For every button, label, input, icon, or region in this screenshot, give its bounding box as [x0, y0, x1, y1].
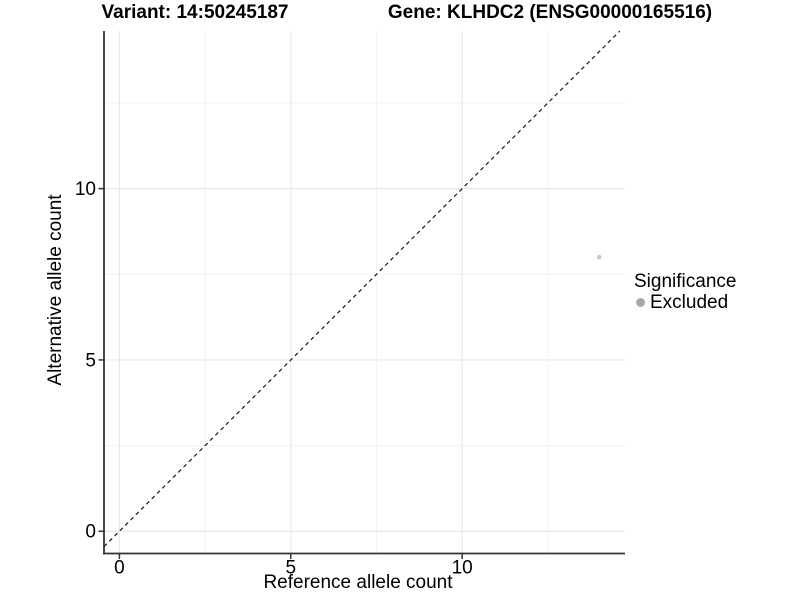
- legend-key-point-icon: [636, 298, 645, 307]
- x-axis-title: Reference allele count: [263, 572, 453, 593]
- variant-title: Variant: 14:50245187: [101, 2, 289, 23]
- x-tick-label: 0: [114, 558, 125, 579]
- legend-title: Significance: [634, 271, 737, 292]
- legend: Significance Excluded: [634, 271, 736, 313]
- legend-item-excluded: Excluded: [634, 292, 736, 313]
- y-tick-label: 10: [75, 179, 96, 200]
- gene-title: Gene: KLHDC2 (ENSG00000165516): [387, 2, 713, 23]
- y-tick-label: 0: [85, 522, 96, 543]
- legend-item-label: Excluded: [650, 292, 729, 313]
- data-point: [597, 254, 602, 260]
- x-tick-label: 10: [452, 558, 473, 579]
- y-tick-label: 5: [85, 350, 96, 371]
- identity-line: [103, 30, 621, 548]
- x-tick-label: 5: [286, 558, 297, 579]
